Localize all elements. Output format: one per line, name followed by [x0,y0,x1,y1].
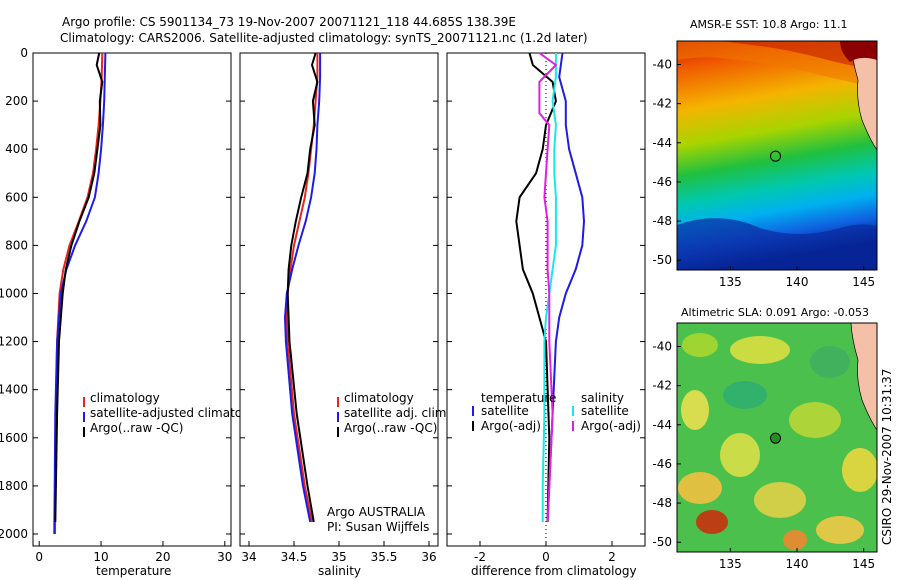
x-tick-label: 36 [421,550,436,564]
map-y-tick-label: -46 [652,457,672,471]
x-tick-label: 0 [542,550,550,564]
map-y-tick-label: -50 [652,535,672,549]
y-tick-label: 200 [5,94,28,108]
difference-panel: -2 0 2 difference from climatology tempera… [446,52,646,578]
x-tick-label: 2 [608,550,616,564]
sst-map-title: AMSR-E SST: 10.8 Argo: 11.1 [690,18,848,31]
map-x-tick-label: 140 [786,275,809,289]
x-tick-label: -2 [474,550,486,564]
legend-salinity-header: salinity [581,391,624,405]
sst-cold-band [677,218,877,270]
series-line-satellite-adjusted-climatology [53,52,107,535]
series-line-temperature-satellite [546,52,586,523]
side-timestamp: CSIRO 29-Nov-2007 10:31:37 [880,369,894,545]
map-x-tick-label: 140 [786,557,809,571]
salinity-legend: climatology satellite adj. clim. Argo(..… [337,391,450,437]
sst-map-frame [676,40,878,271]
map-x-tick-label: 145 [852,275,875,289]
x-tick-label: 30 [217,550,232,564]
temperature-legend: climatology satellite-adjusted climatolo… [83,391,268,437]
map-y-tick-label: -46 [652,175,672,189]
map-y-tick-label: -48 [652,496,672,510]
sla-map-title: Altimetric SLA: 0.091 Argo: -0.053 [681,306,869,319]
y-tick-label: 1000 [0,286,28,300]
x-tick-label: 34 [241,550,256,564]
salinity-panel: 34 34.5 35 35.5 36 salinity climatology sate… [239,52,450,578]
series-line-salinity-satellite [541,53,557,522]
y-tick-label: 1600 [0,431,28,445]
x-tick-label: 34.5 [281,550,308,564]
temperature-axes [32,52,232,547]
difference-xlabel: difference from climatology [471,564,637,578]
map-y-tick-label: -44 [652,136,672,150]
sla-map-frame [676,322,878,553]
sla-map: Altimetric SLA: 0.091 Argo: -0.053 [652,306,878,571]
x-tick-label: 35 [331,550,346,564]
salinity-axes [239,52,439,547]
map-y-tick-label: -50 [652,253,672,267]
legend-climatology: climatology [90,391,160,405]
float-location-marker [770,432,782,444]
legend-temp-argo: Argo(-adj) [481,419,541,433]
salinity-xlabel: salinity [318,564,361,578]
series-line-satellite-adj-clim- [283,53,322,523]
x-tick-label: 20 [155,550,170,564]
sla-land [850,323,877,431]
sst-hot-band [720,41,877,70]
x-tick-label: 10 [93,550,108,564]
map-y-tick-label: -44 [652,418,672,432]
series-line-salinity-argo-adj- [538,52,558,523]
y-tick-label: 800 [5,238,28,252]
y-tick-label: 1800 [0,479,28,493]
difference-legend: temperature satellite Argo(-adj) salinit… [472,391,641,433]
sla-blobs [678,333,877,550]
legend-climatology: climatology [344,391,414,405]
title-line2: Climatology: CARS2006. Satellite-adjuste… [60,31,588,45]
map-x-tick-label: 135 [719,557,742,571]
map-x-tick-label: 135 [719,275,742,289]
y-tick-label: 1200 [0,335,28,349]
legend-temp-satellite: satellite [481,404,529,418]
temperature-panel: 0 10 20 30 temperature climatology satellit… [32,52,268,578]
map-y-tick-label: -42 [652,379,672,393]
y-tick-label: 1400 [0,383,28,397]
y-tick-label: 400 [5,142,28,156]
map-y-tick-label: -40 [652,339,672,353]
sst-shelf [840,41,877,62]
depth-axis: 0 200 400 600 800 1000 1200 1400 1600 1800 2000 [0,46,28,541]
argo-australia-label: Argo AUSTRALIA [327,505,426,519]
y-tick-label: 0 [20,46,28,60]
map-x-tick-label: 145 [852,557,875,571]
x-tick-label: 0 [35,550,43,564]
series-line-argo-raw-qc- [286,52,319,523]
temperature-xlabel: temperature [96,564,171,578]
legend-argo: Argo(..raw -QC) [90,421,183,435]
map-y-tick-label: -40 [652,57,672,71]
sst-map: AMSR-E SST: 10.8 Argo: 11.1 135 140 145 -40… [652,18,878,289]
legend-argo: Argo(..raw -QC) [344,421,437,435]
map-y-tick-label: -42 [652,97,672,111]
float-location-marker [770,150,782,162]
legend-satellite-adj: satellite adj. clim. [344,406,450,420]
map-y-tick-label: -48 [652,214,672,228]
legend-sal-satellite: satellite [581,404,629,418]
legend-satellite-adjusted: satellite-adjusted climatology [90,406,268,420]
title-line1: Argo profile: CS 5901134_73 19-Nov-2007 … [62,15,516,29]
legend-sal-argo: Argo(-adj) [581,419,641,433]
pi-label: PI: Susan Wijffels [327,520,429,534]
sst-land [850,41,877,151]
y-tick-label: 2000 [0,527,28,541]
y-tick-label: 600 [5,190,28,204]
series-line-argo-raw-qc- [54,52,104,523]
x-tick-label: 35.5 [371,550,398,564]
legend-temperature-header: temperature [481,391,556,405]
